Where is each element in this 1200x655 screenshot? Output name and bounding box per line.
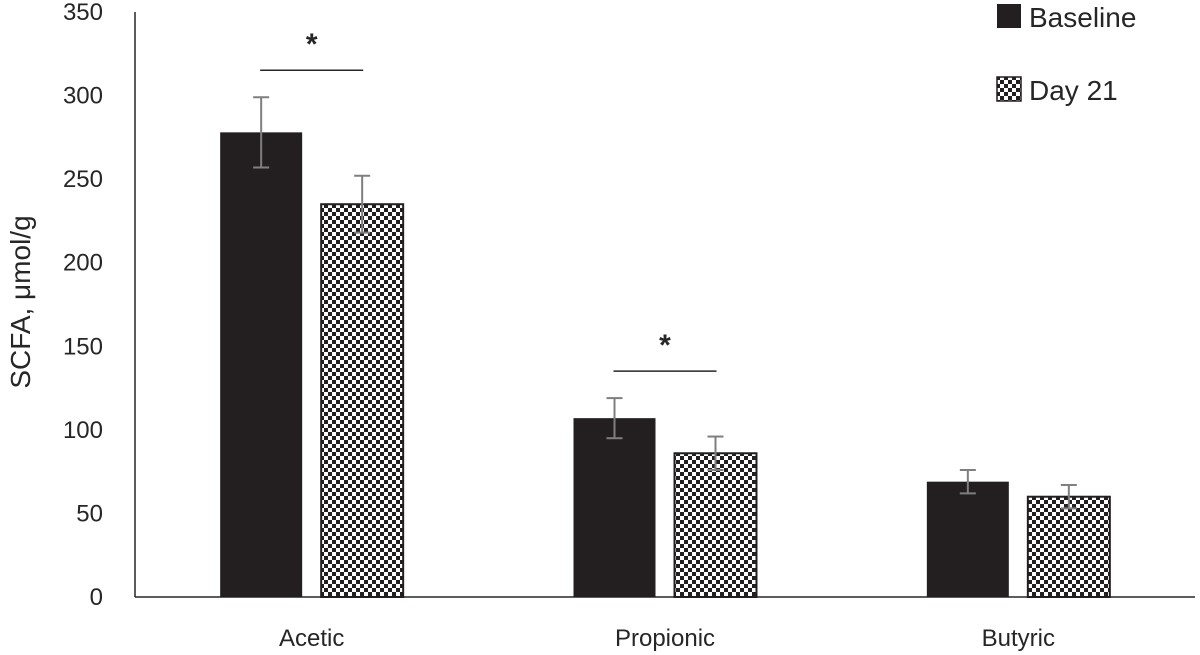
y-axis-title: SCFA, μmol/g — [5, 215, 36, 388]
y-tick-label: 200 — [63, 250, 103, 277]
legend-label: Baseline — [1029, 2, 1136, 33]
legend-swatch-baseline — [997, 4, 1021, 28]
x-category-label: Propionic — [615, 625, 715, 652]
y-axis-ticks: 0 50 100 150 200 250 300 350 — [63, 0, 103, 611]
bar-day-21-acetic — [320, 203, 405, 598]
bar-baseline-butyric — [926, 481, 1009, 597]
significance-star: * — [659, 329, 671, 362]
y-tick-label: 350 — [63, 0, 103, 26]
y-tick-label: 100 — [63, 417, 103, 444]
y-tick-label: 0 — [90, 584, 103, 611]
bars-group — [220, 132, 1111, 599]
legend: Baseline Day 21 — [996, 2, 1136, 106]
y-tick-label: 150 — [63, 333, 103, 360]
y-tick-label: 50 — [76, 500, 103, 527]
x-category-label: Acetic — [279, 625, 344, 652]
bar-baseline-propionic — [573, 418, 656, 597]
y-tick-label: 250 — [63, 166, 103, 193]
bar-baseline-acetic — [220, 132, 303, 598]
significance-star: * — [306, 28, 318, 61]
x-axis-category-labels: Acetic Propionic Butyric — [279, 625, 1055, 652]
significance-annotations: ** — [260, 28, 717, 372]
legend-label: Day 21 — [1029, 75, 1118, 106]
bar-day-21-propionic — [673, 452, 758, 598]
error-bars-group — [253, 96, 1077, 510]
y-tick-label: 300 — [63, 83, 103, 110]
bar-day-21-butyric — [1026, 495, 1111, 599]
legend-swatch-day-21 — [996, 76, 1022, 102]
x-category-label: Butyric — [982, 625, 1055, 652]
